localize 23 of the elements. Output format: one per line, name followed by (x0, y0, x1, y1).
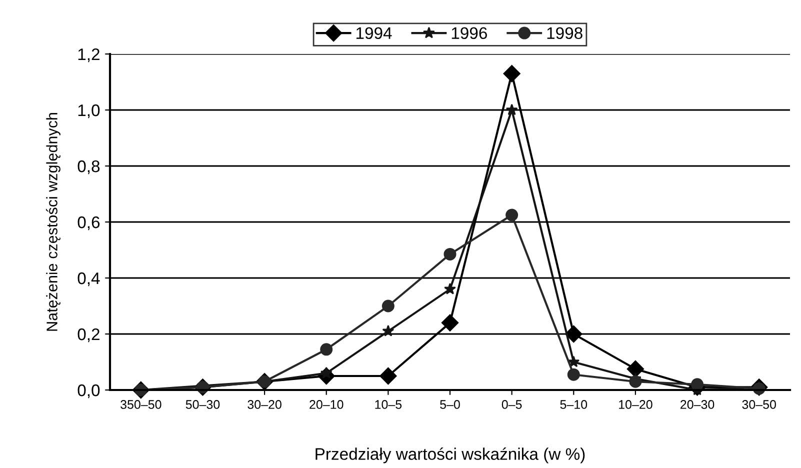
x-tick-label: 50–30 (186, 400, 220, 409)
y-tick-label: 0,0 (78, 384, 100, 398)
x-tick-label: 30–50 (742, 400, 776, 409)
y-tick-label: 0,6 (78, 216, 100, 230)
x-tick-label: 10–20 (619, 400, 652, 409)
y-axis-title: Natężenie częstości względnych (46, 113, 60, 331)
y-tick-label: 0,2 (78, 328, 100, 342)
x-tick-label: 350–50 (120, 400, 162, 409)
x-tick-label: 5–10 (560, 400, 588, 409)
x-tick-label: 5–0 (440, 400, 460, 409)
y-tick-label: 0,8 (78, 160, 100, 174)
x-tick-label: 20–10 (310, 400, 344, 409)
y-tick-label: 0,4 (78, 272, 100, 286)
x-tick-label: 20–30 (680, 400, 714, 409)
x-axis-title: Przedziały wartości wskaźnika (w %) (316, 447, 585, 464)
x-tick-label: 0–5 (502, 400, 522, 409)
legend-label: 1994 (356, 27, 392, 40)
legend-label: 1998 (547, 27, 582, 40)
y-tick-label: 1,0 (78, 104, 100, 118)
y-tick-label: 1,2 (78, 48, 100, 62)
x-tick-label: 10–5 (375, 400, 402, 409)
x-tick-label: 30–20 (248, 400, 282, 409)
legend-label: 1996 (452, 27, 487, 40)
